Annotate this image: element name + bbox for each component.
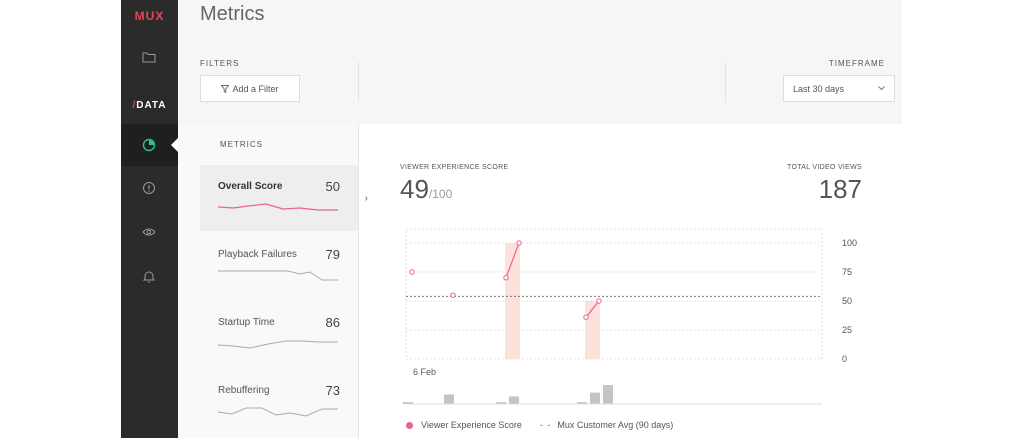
metric-name: Overall Score (218, 181, 283, 192)
y-tick-label: 75 (842, 267, 852, 277)
views-bar (444, 394, 454, 404)
score-point (503, 275, 509, 281)
add-filter-button[interactable]: Add a Filter (200, 75, 300, 102)
metric-value: 79 (325, 247, 340, 262)
chevron-down-icon (878, 86, 885, 91)
ves-score: 49 (400, 174, 429, 204)
ves-label: VIEWER EXPERIENCE SCORE (400, 164, 509, 171)
y-tick-label: 25 (842, 325, 852, 335)
legend-dash: - - (539, 420, 552, 430)
y-tick-label: 50 (842, 296, 852, 306)
timeframe-select[interactable]: Last 30 days (783, 75, 895, 102)
views-bar (577, 402, 587, 404)
x-tick-label: 6 Feb (413, 367, 436, 377)
chevron-right-icon: › (364, 193, 368, 204)
metric-name: Playback Failures (218, 249, 297, 260)
playback-failures-sparkline (218, 270, 338, 281)
eye-icon[interactable] (137, 220, 161, 244)
score-line (505, 242, 520, 279)
score-point (596, 298, 602, 304)
page-title: Metrics (200, 3, 265, 25)
total-views-value: 187 (818, 174, 862, 204)
startup-time-sparkline (218, 340, 338, 349)
ves-denominator: /100 (428, 187, 453, 201)
alert-icon[interactable] (137, 176, 161, 200)
pie-chart-icon[interactable] (137, 133, 161, 157)
metric-card-startup-time[interactable]: Startup Time 86 (200, 301, 358, 367)
y-tick-label: 100 (842, 238, 857, 248)
metric-value: 50 (325, 179, 340, 194)
filter-icon (221, 84, 230, 93)
active-pointer (171, 137, 179, 153)
metric-card-overall-score[interactable]: Overall Score 50 › (200, 165, 368, 231)
score-point (409, 269, 415, 275)
header-divider (725, 62, 726, 102)
views-bar (496, 402, 506, 404)
data-label-text: DATA (136, 100, 167, 111)
views-bar (603, 385, 613, 404)
sidebar: MUX /DATA (121, 0, 179, 438)
metrics-panel: METRICS Overall Score 50 › Playback Fail… (178, 124, 368, 438)
metrics-label: METRICS (220, 140, 263, 149)
bell-icon[interactable] (137, 264, 161, 288)
score-point (583, 314, 589, 320)
header-divider (358, 62, 359, 102)
score-point (450, 292, 456, 298)
chart-frame (405, 228, 823, 360)
sidebar-section-data[interactable]: /DATA (121, 100, 178, 111)
metric-card-rebuffering[interactable]: Rebuffering 73 (200, 369, 358, 435)
app-window: MUX /DATA Metrics FILTERS Add a Filter (121, 0, 902, 438)
overall-score-sparkline (218, 203, 338, 211)
total-views-label: TOTAL VIDEO VIEWS (787, 164, 862, 171)
y-tick-label: 0 (842, 354, 847, 364)
legend-series-label: Viewer Experience Score (421, 420, 522, 430)
viewer-experience-chart: 100 75 50 25 0 6 Feb (403, 228, 857, 405)
views-bar (403, 402, 413, 404)
metric-name: Rebuffering (218, 385, 270, 396)
metric-card-playback-failures[interactable]: Playback Failures 79 (200, 233, 358, 299)
chart-legend: Viewer Experience Score - - Mux Customer… (406, 420, 673, 430)
score-point (516, 240, 522, 246)
views-bar (509, 396, 519, 404)
metric-name: Startup Time (218, 317, 275, 328)
add-filter-label: Add a Filter (232, 83, 279, 94)
ves-value: 49/100 (400, 174, 452, 205)
filters-label: FILTERS (200, 59, 240, 68)
data-slash: / (132, 100, 137, 111)
series-dot-icon (406, 421, 413, 429)
mux-logo[interactable]: MUX (134, 9, 165, 23)
timeframe-value: Last 30 days (793, 83, 845, 94)
timeframe-label: TIMEFRAME (828, 59, 885, 68)
metric-value: 73 (325, 383, 340, 398)
rebuffering-sparkline (218, 407, 338, 417)
main-content: VIEWER EXPERIENCE SCORE 49/100 TOTAL VID… (360, 124, 902, 438)
metric-value: 86 (325, 315, 340, 330)
legend-avg-label: Mux Customer Avg (90 days) (557, 420, 674, 430)
views-bar (590, 392, 600, 404)
score-area (585, 301, 600, 359)
header: Metrics FILTERS Add a Filter TIMEFRAME L… (178, 0, 902, 124)
folder-icon[interactable] (137, 45, 161, 69)
score-line (585, 300, 600, 318)
